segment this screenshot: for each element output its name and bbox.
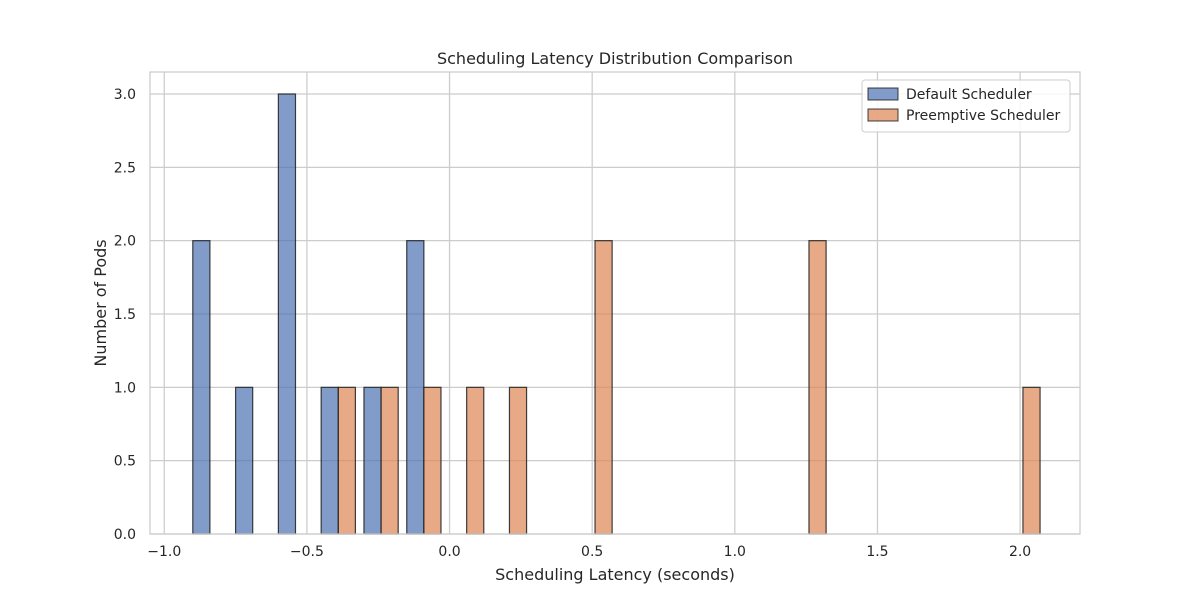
- x-tick-label: 0.0: [438, 544, 460, 560]
- preemptive-scheduler-bar: [423, 386, 442, 535]
- preemptive-scheduler-bar: [380, 386, 399, 535]
- y-tick-label: 1.0: [114, 380, 136, 396]
- preemptive-scheduler-bar: [1022, 386, 1041, 535]
- preemptive-scheduler-bar: [466, 386, 485, 535]
- x-tick-label: 2.0: [1009, 544, 1031, 560]
- preemptive-scheduler-legend-label: Preemptive Scheduler: [906, 108, 1060, 124]
- preemptive-scheduler-bar: [808, 240, 827, 535]
- y-tick-label: 1.5: [114, 307, 136, 323]
- y-tick-label: 0.5: [114, 454, 136, 470]
- x-axis-label: Scheduling Latency (seconds): [495, 565, 735, 584]
- x-tick-label: 1.5: [866, 544, 888, 560]
- chart-title: Scheduling Latency Distribution Comparis…: [437, 49, 793, 68]
- x-tick-label: 1.0: [724, 544, 746, 560]
- preemptive-scheduler-bar: [508, 386, 528, 535]
- preemptive-scheduler-legend-swatch: [867, 108, 899, 122]
- y-tick-label: 2.5: [114, 160, 136, 176]
- preemptive-scheduler-bar: [594, 240, 613, 535]
- default-scheduler-bar: [406, 240, 425, 535]
- x-tick-label: −0.5: [290, 544, 324, 560]
- default-scheduler-legend-label: Default Scheduler: [906, 87, 1032, 103]
- legend: Default Scheduler Preemptive Scheduler: [861, 79, 1071, 133]
- default-scheduler-bar: [234, 386, 254, 535]
- default-scheduler-bar: [363, 386, 382, 535]
- default-scheduler-legend-swatch: [867, 87, 899, 101]
- x-tick-labels: −1.0 −0.5 0.0 0.5 1.0 1.5 2.0: [147, 544, 1031, 560]
- y-tick-labels: 0.0 0.5 1.0 1.5 2.0 2.5 3.0: [114, 87, 136, 543]
- y-axis-label: Number of Pods: [91, 239, 110, 366]
- y-tick-label: 3.0: [114, 87, 136, 103]
- default-scheduler-bar: [320, 386, 339, 535]
- plot-frame: [149, 71, 1081, 535]
- y-tick-label: 0.0: [114, 527, 136, 543]
- x-tick-label: 0.5: [581, 544, 603, 560]
- legend-box: [861, 79, 1071, 133]
- default-scheduler-bar: [277, 93, 297, 535]
- y-tick-label: 2.0: [114, 234, 136, 250]
- preemptive-scheduler-bar: [337, 386, 356, 535]
- x-tick-label: −1.0: [147, 544, 181, 560]
- default-scheduler-bar: [192, 240, 211, 535]
